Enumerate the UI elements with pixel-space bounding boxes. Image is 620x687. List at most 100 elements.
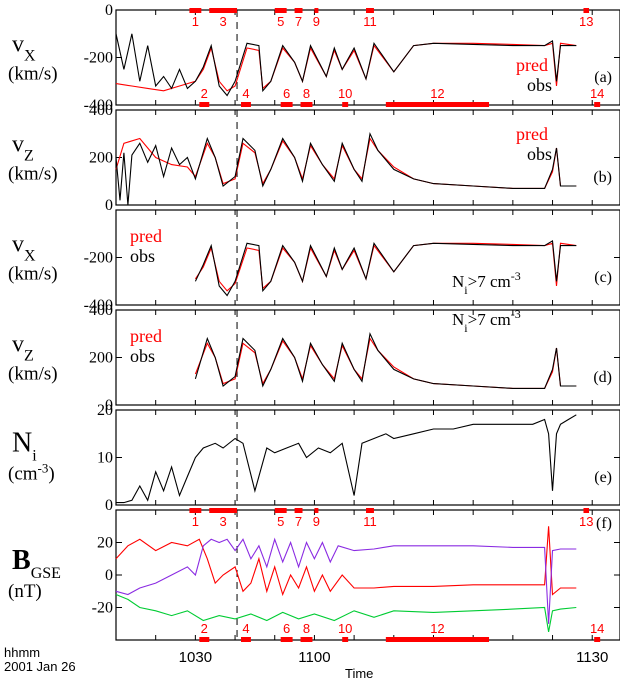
interval-label-2: 2 <box>201 621 208 636</box>
interval-bar-10 <box>342 102 349 107</box>
series-line-obs <box>194 331 577 389</box>
interval-bar-7 <box>294 508 303 513</box>
interval-bar-9 <box>314 508 319 513</box>
panel-frame <box>115 409 620 506</box>
panel-label: (b) <box>593 169 612 186</box>
y-tick-label: 0 <box>105 497 113 514</box>
interval-label-5: 5 <box>277 514 284 529</box>
y-tick-label: -400 <box>84 297 113 314</box>
interval-label-2: 2 <box>201 86 208 101</box>
interval-label-5: 5 <box>277 14 284 29</box>
interval-bar-11 <box>366 508 374 513</box>
y-tick-label: 200 <box>89 350 113 367</box>
x-tick-label: 1100 <box>298 649 330 666</box>
x-axis-label: Time <box>345 666 374 681</box>
interval-label-6: 6 <box>283 621 290 636</box>
interval-bar-4 <box>241 637 251 642</box>
interval-label-12: 12 <box>430 621 444 636</box>
interval-label-11: 11 <box>363 514 377 529</box>
x-tick-label: 1130 <box>576 649 608 666</box>
interval-label-9: 9 <box>313 14 320 29</box>
interval-label-6: 6 <box>283 86 290 101</box>
panel-label: (d) <box>593 369 612 386</box>
interval-label-4: 4 <box>242 86 249 101</box>
y-axis-unit: (km/s) <box>8 64 58 85</box>
legend-pred: pred <box>130 226 162 246</box>
time-format-label: hhmm <box>4 645 41 660</box>
panel-label: (f) <box>596 515 612 532</box>
legend-obs: obs <box>527 75 552 95</box>
y-tick-label: -20 <box>92 600 113 617</box>
panel-f: 20 0 -20 (f) BGSE(nT) <box>8 509 620 641</box>
y-axis-unit: (km/s) <box>8 364 58 385</box>
interval-label-3: 3 <box>220 14 227 29</box>
series-line-trace-1 <box>115 537 577 624</box>
interval-bar-3 <box>209 8 238 13</box>
series-line-obs <box>115 33 577 97</box>
series-line-pred <box>115 137 577 189</box>
y-axis-unit: (km/s) <box>8 164 58 185</box>
interval-label-4: 4 <box>242 621 249 636</box>
y-tick-label: -200 <box>84 50 113 67</box>
series-line-trace-2 <box>115 593 577 632</box>
interval-label-3: 3 <box>220 514 227 529</box>
interval-label-8: 8 <box>303 86 310 101</box>
interval-label-11: 11 <box>363 14 377 29</box>
panel-e: 0 10 20 (e) Ni(cm-3) <box>8 402 620 514</box>
y-tick-label: 10 <box>97 450 113 467</box>
panel-frame <box>115 209 620 306</box>
date-label: 2001 Jan 26 <box>4 659 76 674</box>
interval-label-12: 12 <box>430 86 444 101</box>
series-line-trace-0 <box>115 526 577 597</box>
y-tick-label: 0 <box>105 567 113 584</box>
y-axis-label: BGSE <box>12 545 61 582</box>
panel-label: (a) <box>594 69 612 86</box>
density-threshold-annotation: Ni>7 cm-3 <box>452 307 521 335</box>
interval-bar-10 <box>342 637 349 642</box>
interval-label-7: 7 <box>295 514 302 529</box>
interval-bar-5 <box>274 508 287 513</box>
series-line-pred <box>194 242 577 292</box>
density-threshold-annotation: Ni>7 cm-3 <box>452 269 521 297</box>
interval-label-9: 9 <box>313 514 320 529</box>
y-tick-label: 0 <box>105 2 113 19</box>
y-axis-label: Ni <box>12 428 37 465</box>
interval-label-7: 7 <box>295 14 302 29</box>
interval-label-13: 13 <box>579 514 593 529</box>
interval-bar-12 <box>385 102 490 107</box>
x-tick-label: 1030 <box>179 649 212 666</box>
y-axis-unit: (cm-3) <box>8 460 55 485</box>
legend-pred: pred <box>516 55 548 75</box>
interval-bar-14 <box>594 637 601 642</box>
series-line-obs <box>194 239 577 297</box>
interval-label-1: 1 <box>192 14 199 29</box>
interval-bar-1 <box>189 508 202 513</box>
interval-label-14: 14 <box>590 86 604 101</box>
panel-frame <box>115 309 620 406</box>
interval-label-14: 14 <box>590 621 604 636</box>
interval-bar-8 <box>300 637 313 642</box>
panel-frame <box>115 509 620 641</box>
interval-bar-6 <box>280 637 293 642</box>
y-tick-label: -200 <box>84 250 113 267</box>
interval-bar-14 <box>594 102 601 107</box>
panel-label: (e) <box>594 469 612 486</box>
interval-bar-4 <box>241 102 251 107</box>
y-axis-label: vX <box>12 232 36 265</box>
interval-label-13: 13 <box>579 14 593 29</box>
interval-bar-2 <box>199 102 210 107</box>
interval-bar-9 <box>314 8 319 13</box>
series-line-trace-0 <box>116 414 577 504</box>
interval-bar-3 <box>209 508 238 513</box>
legend-pred: pred <box>130 326 162 346</box>
interval-label-1: 1 <box>192 514 199 529</box>
interval-bar-11 <box>366 8 374 13</box>
y-axis-label: vX <box>12 32 36 65</box>
interval-bar-12 <box>385 637 490 642</box>
interval-bar-7 <box>294 8 303 13</box>
y-tick-label: 200 <box>89 150 113 167</box>
y-axis-unit: (nT) <box>8 581 42 602</box>
